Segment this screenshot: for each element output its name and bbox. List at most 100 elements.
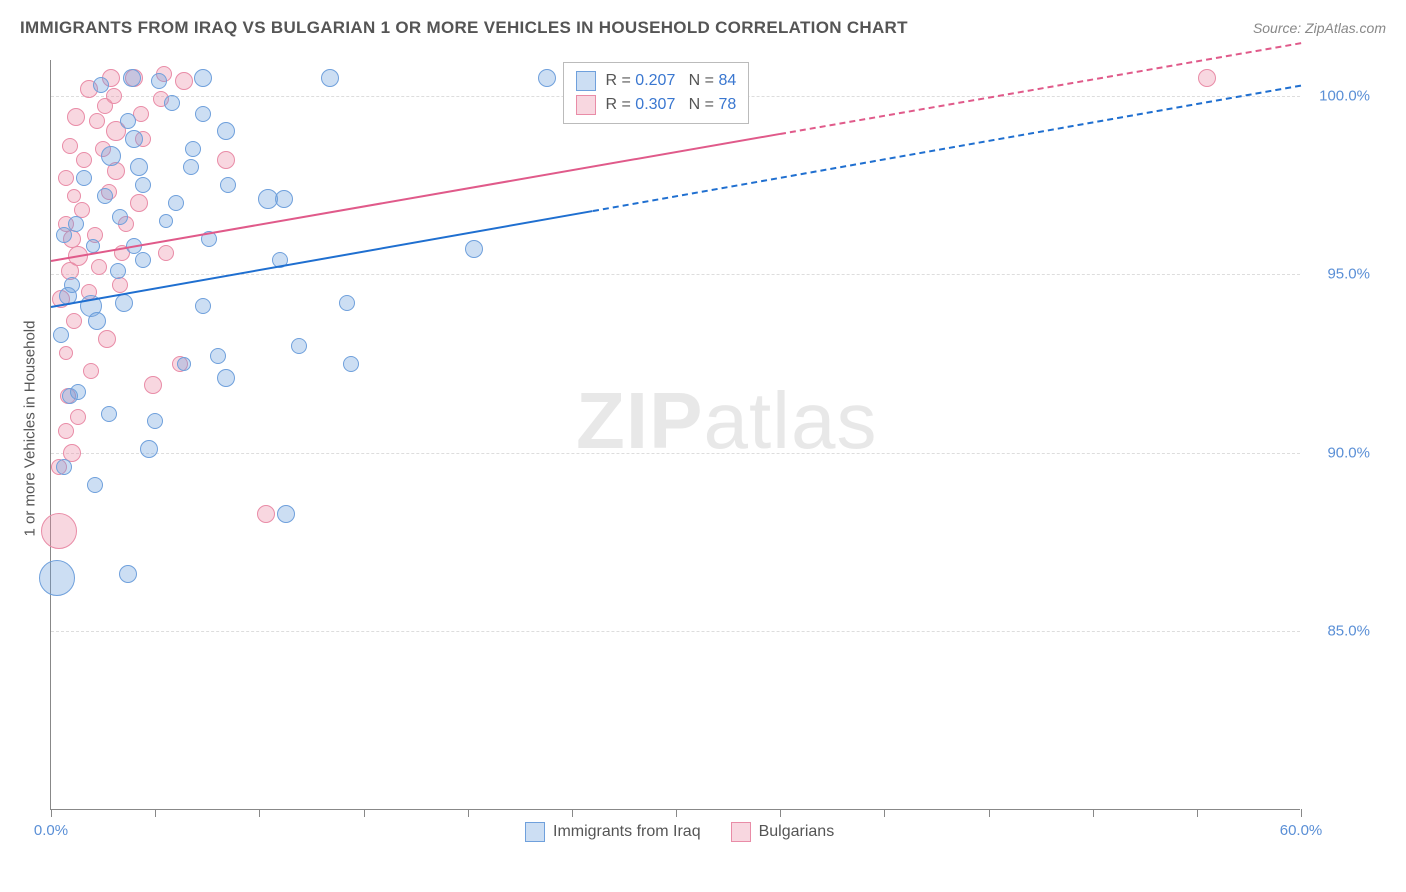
x-tick: [155, 809, 156, 817]
point-series-a: [321, 69, 339, 87]
point-series-a: [168, 195, 184, 211]
point-series-b: [83, 363, 99, 379]
point-series-a: [177, 357, 191, 371]
legend-swatch: [525, 822, 545, 842]
trend-line: [780, 42, 1301, 135]
x-tick: [51, 809, 52, 817]
y-tick-label: 85.0%: [1310, 623, 1370, 640]
point-series-a: [123, 69, 141, 87]
point-series-a: [275, 190, 293, 208]
point-series-a: [68, 216, 84, 232]
point-series-b: [217, 151, 235, 169]
legend-swatch: [576, 95, 596, 115]
legend-stats-text: R = 0.207 N = 84: [606, 72, 737, 90]
point-series-b: [158, 245, 174, 261]
point-series-a: [220, 177, 236, 193]
point-series-b: [58, 170, 74, 186]
point-series-b: [91, 259, 107, 275]
legend-item: Immigrants from Iraq: [525, 822, 701, 842]
point-series-a: [465, 240, 483, 258]
x-tick: [572, 809, 573, 817]
point-series-a: [70, 384, 86, 400]
point-series-b: [106, 88, 122, 104]
point-series-a: [120, 113, 136, 129]
point-series-b: [41, 513, 77, 549]
point-series-a: [125, 130, 143, 148]
point-series-a: [87, 477, 103, 493]
point-series-a: [217, 122, 235, 140]
point-series-a: [195, 106, 211, 122]
point-series-b: [1198, 69, 1216, 87]
y-axis-label: 1 or more Vehicles in Household: [22, 299, 39, 559]
point-series-a: [130, 158, 148, 176]
point-series-a: [343, 356, 359, 372]
point-series-a: [112, 209, 128, 225]
point-series-a: [53, 327, 69, 343]
stats-legend: R = 0.207 N = 84 R = 0.307 N = 78: [563, 62, 750, 124]
legend-label: Immigrants from Iraq: [553, 823, 701, 841]
stats-legend-row: R = 0.307 N = 78: [576, 93, 737, 117]
point-series-a: [76, 170, 92, 186]
x-tick: [259, 809, 260, 817]
point-series-a: [140, 440, 158, 458]
point-series-b: [67, 189, 81, 203]
point-series-a: [164, 95, 180, 111]
point-series-a: [110, 263, 126, 279]
x-tick: [989, 809, 990, 817]
x-tick: [1197, 809, 1198, 817]
point-series-b: [112, 277, 128, 293]
chart-source: Source: ZipAtlas.com: [1253, 20, 1386, 36]
y-tick-label: 90.0%: [1310, 444, 1370, 461]
point-series-b: [76, 152, 92, 168]
legend-swatch: [576, 71, 596, 91]
point-series-a: [194, 69, 212, 87]
point-series-b: [67, 108, 85, 126]
point-series-a: [135, 252, 151, 268]
point-series-a: [56, 459, 72, 475]
point-series-b: [59, 346, 73, 360]
legend-stats-text: R = 0.307 N = 78: [606, 96, 737, 114]
point-series-b: [144, 376, 162, 394]
point-series-a: [217, 369, 235, 387]
y-tick-label: 100.0%: [1310, 87, 1370, 104]
point-series-a: [277, 505, 295, 523]
point-series-a: [339, 295, 355, 311]
x-tick: [1093, 809, 1094, 817]
point-series-b: [70, 409, 86, 425]
y-tick-label: 95.0%: [1310, 266, 1370, 283]
point-series-a: [64, 277, 80, 293]
point-series-a: [183, 159, 199, 175]
x-tick: [1301, 809, 1302, 817]
point-series-a: [195, 298, 211, 314]
x-tick: [364, 809, 365, 817]
point-series-a: [210, 348, 226, 364]
point-series-a: [151, 73, 167, 89]
gridline: [51, 631, 1300, 632]
x-tick-label: 0.0%: [34, 822, 68, 839]
stats-legend-row: R = 0.207 N = 84: [576, 69, 737, 93]
point-series-a: [115, 294, 133, 312]
plot-area: 85.0%90.0%95.0%100.0%0.0%60.0%ZIPatlas: [50, 60, 1300, 810]
point-series-b: [58, 423, 74, 439]
point-series-a: [291, 338, 307, 354]
point-series-b: [130, 194, 148, 212]
point-series-a: [93, 77, 109, 93]
point-series-b: [98, 330, 116, 348]
x-tick: [884, 809, 885, 817]
x-tick: [780, 809, 781, 817]
gridline: [51, 453, 1300, 454]
point-series-a: [101, 406, 117, 422]
point-series-b: [62, 138, 78, 154]
point-series-a: [86, 239, 100, 253]
point-series-a: [538, 69, 556, 87]
legend-label: Bulgarians: [759, 823, 835, 841]
x-tick: [468, 809, 469, 817]
point-series-b: [257, 505, 275, 523]
point-series-a: [39, 560, 75, 596]
point-series-a: [159, 214, 173, 228]
point-series-a: [185, 141, 201, 157]
point-series-a: [119, 565, 137, 583]
point-series-b: [175, 72, 193, 90]
point-series-a: [135, 177, 151, 193]
point-series-a: [147, 413, 163, 429]
